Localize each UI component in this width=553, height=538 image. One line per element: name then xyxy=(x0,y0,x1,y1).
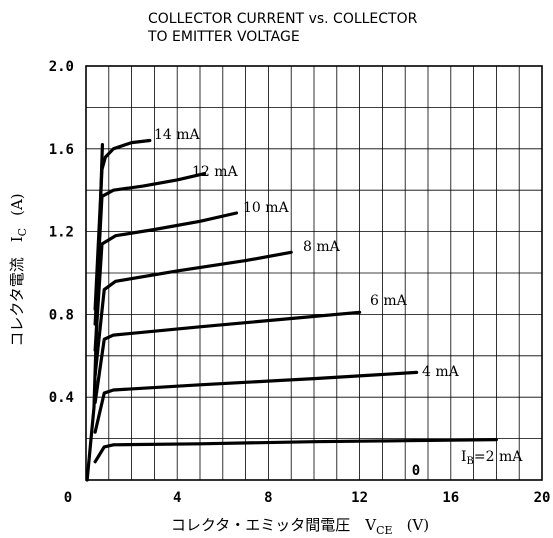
series-line xyxy=(93,438,498,464)
series-line xyxy=(93,370,419,434)
x-tick-label: 0 xyxy=(64,490,72,506)
x-tick-label: 8 xyxy=(264,490,272,506)
x-tick-label: 4 xyxy=(173,490,181,506)
grid xyxy=(86,66,542,480)
series-label-2ma: IB=2 mA xyxy=(461,449,523,467)
series-line xyxy=(93,250,293,377)
zero-label: 0 xyxy=(412,463,420,479)
chart-title-line-1: COLLECTOR CURRENT vs. COLLECTOR xyxy=(148,11,418,27)
series-label-14ma: 14 mA xyxy=(154,127,201,143)
y-tick-label: 0.4 xyxy=(49,390,74,406)
y-tick-label: 1.2 xyxy=(49,225,74,241)
x-axis-label: コレクタ・エミッタ間電圧 VCE (V) xyxy=(171,516,429,537)
x-axis-label-sub: CE xyxy=(376,524,392,537)
tick-labels: 0 4 8 12 16 20 0.4 0.8 1.2 1.6 2.0 xyxy=(49,59,551,506)
series-line xyxy=(93,138,152,311)
plot-frame xyxy=(85,65,543,481)
series-label-12ma: 12 mA xyxy=(192,164,239,180)
series-line xyxy=(93,211,239,352)
y-tick-label: 2.0 xyxy=(49,59,74,75)
series-line xyxy=(93,310,362,405)
x-axis-label-unit: (V) xyxy=(407,516,430,534)
series-label-10ma: 10 mA xyxy=(243,200,290,216)
series-label-4ma: 4 mA xyxy=(422,364,460,380)
series-label-8ma: 8 mA xyxy=(303,239,341,255)
series-lines xyxy=(85,138,498,482)
series-labels: 14 mA 12 mA 10 mA 8 mA 6 mA 4 mA IB=2 mA xyxy=(154,127,523,467)
series-label-6ma: 6 mA xyxy=(370,293,408,309)
x-axis-label-main: コレクタ・エミッタ間電圧 V xyxy=(171,516,377,534)
series-line xyxy=(93,172,207,326)
y-axis-label-unit: (A) xyxy=(8,193,26,216)
y-tick-label: 1.6 xyxy=(49,142,74,158)
y-tick-label: 0.8 xyxy=(49,307,74,323)
x-tick-label: 12 xyxy=(351,490,368,506)
x-tick-label: 16 xyxy=(442,490,459,506)
x-tick-label: 20 xyxy=(534,490,551,506)
y-axis-label-main: コレクタ電流 I xyxy=(8,236,26,346)
y-axis-label: コレクタ電流 IC (A) xyxy=(8,193,29,346)
y-axis-label-sub: C xyxy=(16,228,29,236)
chart-title-line-2: TO EMITTER VOLTAGE xyxy=(147,29,300,45)
